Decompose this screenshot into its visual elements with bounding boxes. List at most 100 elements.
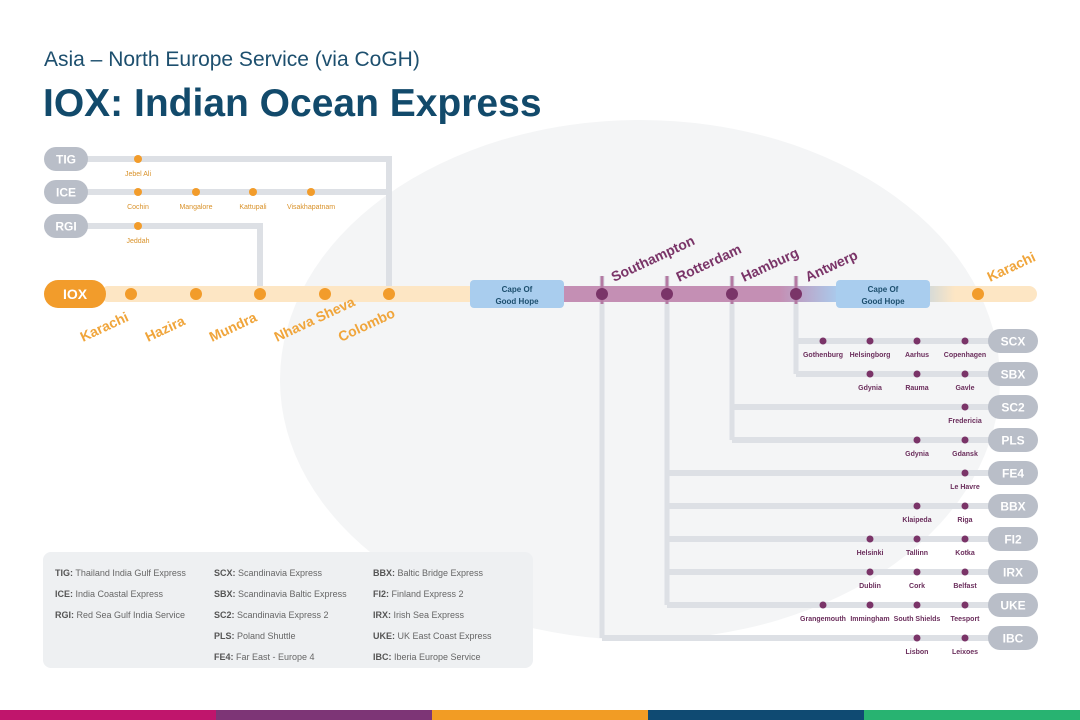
feeder-badge-uke-label: UKE [1000,598,1025,612]
port-stop [790,288,802,300]
footer-color-bar [0,710,216,720]
port-stop [866,370,874,378]
legend-item: SCX: Scandinavia Express [214,563,347,584]
port-stop [961,403,969,411]
legend-code: ICE: [55,589,73,599]
legend-item: SBX: Scandinavia Baltic Express [214,584,347,605]
legend-code: SC2: [214,610,235,620]
feeder-badge-fi2-label: FI2 [1004,532,1022,546]
legend-item: BBX: Baltic Bridge Express [373,563,492,584]
legend-name: Scandinavia Express [235,568,323,578]
port-stop [249,188,257,196]
port-stop [961,568,969,576]
port-label: Karachi [78,309,131,345]
legend-name: Iberia Europe Service [391,652,481,662]
port-stop [913,601,921,609]
feeder-badge-sbx [988,362,1038,386]
legend-column: BBX: Baltic Bridge Express FI2: Finland E… [373,563,492,668]
port-stop [961,601,969,609]
port-label: Belfast [953,583,977,590]
page-subtitle: Asia – North Europe Service (via CoGH) [44,48,420,71]
legend-item: TIG: Thailand India Gulf Express [55,563,186,584]
port-label: Lisbon [906,649,929,656]
main-line-transition [780,286,840,302]
legend-code: SCX: [214,568,236,578]
port-stop [961,370,969,378]
port-stop [819,601,827,609]
main-line-asia [100,286,480,302]
cape-of-good-hope-box-1 [470,280,564,308]
legend-item: ICE: India Coastal Express [55,584,186,605]
port-stop [819,337,827,345]
page-title: IOX: Indian Ocean Express [43,82,542,125]
legend-item: SC2: Scandinavia Express 2 [214,605,347,626]
port-stop [961,502,969,510]
legend-item: FI2: Finland Express 2 [373,584,492,605]
port-label: Mundra [207,309,260,345]
port-stop [961,337,969,345]
port-label: Teesport [950,616,980,623]
port-label: Helsingborg [850,352,891,359]
cape-label: Cape Of [502,285,533,294]
feeder-badge-rgi-label: RGI [55,219,76,233]
feeder-line-rgi [86,223,263,294]
port-label: Helsinki [857,550,884,557]
port-label: South Shields [894,616,941,623]
port-stop [913,634,921,642]
port-label: Hazira [143,312,188,344]
feeder-badge-irx [988,560,1038,584]
service-badge-iox [44,280,106,308]
feeder-badge-pls [988,428,1038,452]
port-stop [383,288,395,300]
footer-color-bar [432,710,648,720]
legend-column: SCX: Scandinavia Express SBX: Scandinavia… [214,563,347,668]
port-label: Copenhagen [944,352,986,359]
port-stop [913,370,921,378]
feeder-badge-fe4-label: FE4 [1002,466,1024,480]
port-label: Aarhus [905,352,929,359]
port-stop [254,288,266,300]
port-label: Kotka [955,550,975,557]
port-label: Klaipeda [902,517,931,524]
legend-code: IRX: [373,610,391,620]
feeder-badge-fe4 [988,461,1038,485]
port-stop [913,502,921,510]
legend-name: Red Sea Gulf India Service [74,610,186,620]
feeder-badge-ibc [988,626,1038,650]
port-label: Immingham [850,616,889,623]
feeder-badge-bbx [988,494,1038,518]
legend-column: TIG: Thailand India Gulf Express ICE: Ind… [55,563,186,626]
legend-name: Thailand India Gulf Express [73,568,186,578]
port-label: Leixoes [952,649,978,656]
port-stop [961,469,969,477]
legend-name: Finland Express 2 [389,589,464,599]
legend-code: SBX: [214,589,236,599]
port-stop [972,288,984,300]
legend: TIG: Thailand India Gulf Express ICE: Ind… [43,552,533,668]
port-label: Visakhapatnam [287,204,335,211]
port-stop [866,535,874,543]
port-stop [961,634,969,642]
feeder-badge-scx-label: SCX [1001,334,1026,348]
legend-item: IBC: Iberia Europe Service [373,647,492,668]
cape-label: Cape Of [868,285,899,294]
port-stop [913,568,921,576]
cape-label: Good Hope [495,297,539,306]
feeder-badge-fi2 [988,527,1038,551]
port-stop [134,188,142,196]
port-stop [726,288,738,300]
legend-item: RGI: Red Sea Gulf India Service [55,605,186,626]
feeder-line-ice [86,189,392,294]
main-line-europe [580,286,780,302]
port-stop [913,436,921,444]
feeder-badge-ice-label: ICE [56,185,76,199]
port-label: Jebel Ali [125,171,152,178]
port-label: Gavle [955,385,974,392]
feeder-badge-bbx-label: BBX [1000,499,1025,513]
feeder-badge-tig-label: TIG [56,152,76,166]
port-stop [596,288,608,300]
port-stop [913,535,921,543]
legend-item: IRX: Irish Sea Express [373,605,492,626]
feeder-badge-sc2 [988,395,1038,419]
port-stop [192,188,200,196]
